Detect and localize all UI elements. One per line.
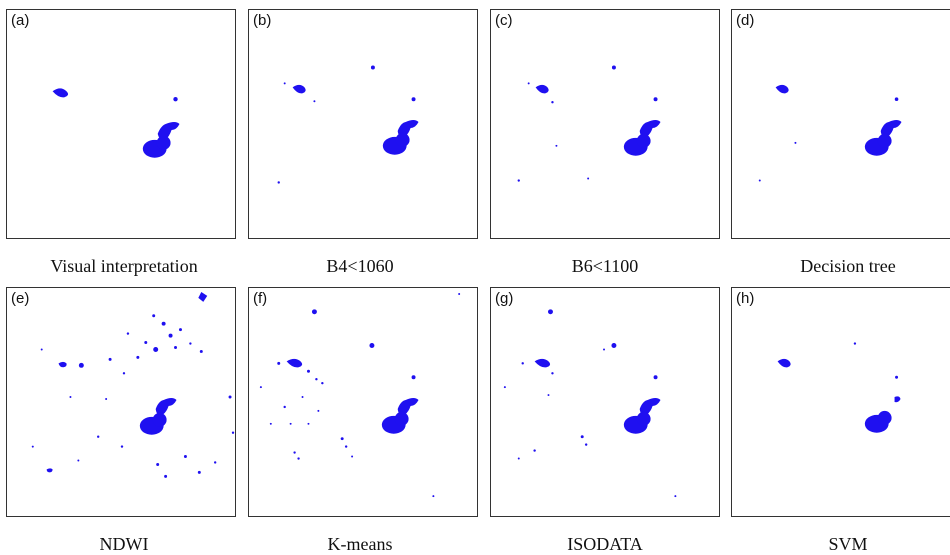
panel-f: (f) bbox=[248, 287, 478, 517]
panel-tag: (a) bbox=[11, 12, 30, 29]
panel-e: (e) bbox=[6, 287, 236, 517]
panel-g: (g) bbox=[490, 287, 720, 517]
water-map bbox=[259, 292, 461, 498]
caption-a: Visual interpretation bbox=[50, 256, 198, 276]
panel-tag: (g) bbox=[495, 290, 514, 307]
panel-tag: (h) bbox=[736, 290, 755, 307]
caption-e: NDWI bbox=[99, 534, 149, 554]
caption-c: B6<1100 bbox=[571, 256, 639, 276]
water-map bbox=[503, 309, 677, 498]
water-map bbox=[52, 88, 180, 158]
panel-tag: (f) bbox=[253, 290, 268, 307]
water-map bbox=[277, 65, 419, 184]
panel-b: (b) bbox=[248, 9, 478, 239]
water-map bbox=[758, 84, 902, 182]
panel-h: (h) bbox=[731, 287, 950, 517]
panel-tag: (d) bbox=[736, 12, 755, 29]
panel-tag: (e) bbox=[11, 290, 30, 307]
caption-h: SVM bbox=[828, 534, 868, 554]
caption-b: B4<1060 bbox=[326, 256, 394, 276]
panel-tag: (c) bbox=[495, 12, 513, 29]
water-map bbox=[777, 342, 901, 433]
caption-d: Decision tree bbox=[800, 256, 896, 276]
water-map bbox=[31, 291, 235, 478]
water-map bbox=[517, 65, 661, 182]
panel-c: (c) bbox=[490, 9, 720, 239]
panel-tag: (b) bbox=[253, 12, 272, 29]
panel-d: (d) bbox=[731, 9, 950, 239]
panel-a: (a) bbox=[6, 9, 236, 239]
caption-f: K-means bbox=[327, 534, 393, 554]
caption-g: ISODATA bbox=[567, 534, 643, 554]
